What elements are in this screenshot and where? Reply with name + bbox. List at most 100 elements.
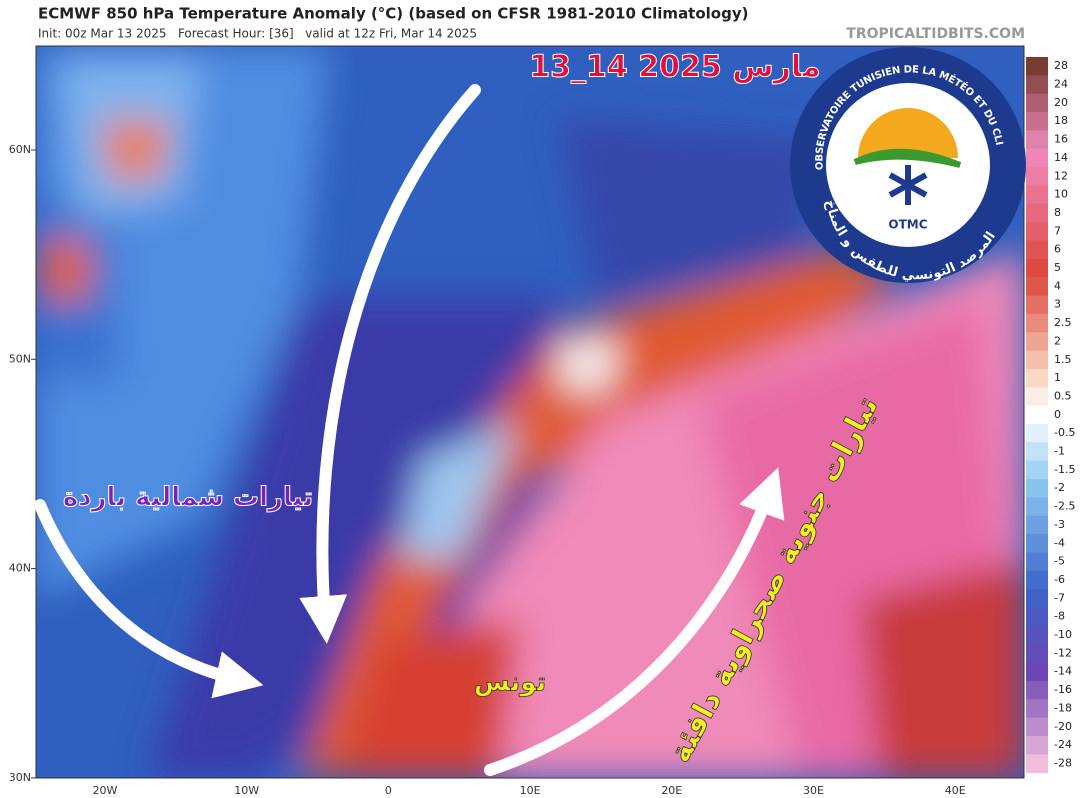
lon-label: 20E	[661, 784, 682, 797]
colorbar: 28 24 20 18 16 14 12 10 8 7 6 5 4 3 2.5 2 1.5 1 0.5 0 -0.5 -1…	[1026, 57, 1075, 774]
colorbar-label: -0.5	[1054, 426, 1075, 439]
colorbar-cell	[1026, 112, 1048, 131]
colorbar-label: -4	[1054, 536, 1065, 549]
colorbar-label: -10	[1054, 628, 1072, 641]
colorbar-cell	[1026, 589, 1048, 608]
colorbar-label: -2	[1054, 481, 1065, 494]
lon-label: 40E	[945, 784, 966, 797]
lon-label: 10E	[520, 784, 541, 797]
colorbar-label: 1.5	[1054, 353, 1072, 366]
source: TROPICALTIDBITS.COM	[846, 26, 1025, 42]
lat-label: 60N	[9, 143, 31, 156]
colorbar-cell	[1026, 479, 1048, 498]
colorbar-cell	[1026, 754, 1048, 774]
map-frame	[35, 45, 1025, 779]
colorbar-cell	[1026, 93, 1048, 113]
colorbar-cell	[1026, 607, 1048, 627]
subtitle: Init: 00z Mar 13 2025 Forecast Hour: [36…	[38, 27, 477, 41]
colorbar-cell	[1026, 295, 1048, 315]
colorbar-label: 2.5	[1054, 316, 1072, 329]
colorbar-cell	[1026, 368, 1048, 388]
colorbar-label: -20	[1054, 720, 1072, 733]
colorbar-cell	[1026, 699, 1048, 719]
colorbar-label: -5	[1054, 555, 1065, 568]
colorbar-cell	[1026, 313, 1048, 333]
logo-hill	[853, 148, 962, 168]
colorbar-cell	[1026, 552, 1048, 572]
colorbar-cell	[1026, 680, 1048, 700]
colorbar-label: 6	[1054, 243, 1061, 256]
colorbar-cell	[1026, 405, 1048, 425]
colorbar-label: -2.5	[1054, 500, 1075, 513]
colorbar-cell	[1026, 424, 1048, 443]
tunisia-annotation: تونس	[474, 668, 547, 698]
colorbar-label: 5	[1054, 261, 1061, 274]
colorbar-cell	[1026, 515, 1048, 535]
colorbar-label: -16	[1054, 683, 1072, 696]
colorbar-label: 4	[1054, 279, 1061, 292]
colorbar-label: -28	[1054, 756, 1072, 769]
colorbar-label: 20	[1054, 96, 1068, 109]
colorbar-cell	[1026, 497, 1048, 517]
colorbar-cell	[1026, 350, 1048, 370]
lat-label: 50N	[9, 352, 31, 365]
colorbar-cell	[1026, 57, 1048, 76]
colorbar-cell	[1026, 222, 1048, 241]
colorbar-cell	[1026, 442, 1048, 462]
colorbar-label: 0	[1054, 408, 1061, 421]
colorbar-label: -7	[1054, 591, 1065, 604]
lon-label: 30E	[803, 784, 824, 797]
colorbar-label: -3	[1054, 518, 1065, 531]
cold-arrow	[299, 84, 481, 644]
colorbar-label: 1	[1054, 371, 1061, 384]
lon-labels: 20W 10W 0 10E 20E 30E 40E	[93, 784, 966, 797]
colorbar-cell	[1026, 130, 1048, 150]
colorbar-label: 14	[1054, 151, 1068, 164]
arrows	[34, 84, 785, 776]
colorbar-cell	[1026, 534, 1048, 553]
colorbar-cell	[1026, 460, 1048, 480]
colorbar-cell	[1026, 644, 1048, 664]
colorbar-cell	[1026, 662, 1048, 682]
colorbar-label: 12	[1054, 169, 1068, 182]
colorbar-label: 16	[1054, 133, 1068, 146]
colorbar-label: 2	[1054, 334, 1061, 347]
colorbar-cell	[1026, 75, 1048, 95]
logo-snowflake	[888, 165, 928, 205]
colorbar-cell	[1026, 625, 1048, 645]
warm-arrow	[484, 467, 785, 776]
colorbar-label: -12	[1054, 646, 1072, 659]
colorbar-label: -6	[1054, 573, 1065, 586]
colorbar-label: 8	[1054, 206, 1061, 219]
colorbar-cell	[1026, 735, 1048, 755]
colorbar-cell	[1026, 277, 1048, 297]
cold-arrow	[34, 499, 264, 699]
colorbar-label: 0.5	[1054, 389, 1072, 402]
colorbar-cell	[1026, 148, 1048, 168]
colorbar-cell	[1026, 167, 1048, 186]
colorbar-cell	[1026, 717, 1048, 737]
colorbar-label: 18	[1054, 114, 1068, 127]
colorbar-label: 7	[1054, 224, 1061, 237]
lon-label: 20W	[93, 784, 118, 797]
colorbar-label: 24	[1054, 78, 1068, 91]
colorbar-label: 3	[1054, 298, 1061, 311]
lat-label: 40N	[9, 562, 31, 575]
colorbar-label: 28	[1054, 59, 1068, 72]
colorbar-label: -8	[1054, 610, 1065, 623]
lon-label: 0	[385, 784, 392, 797]
colorbar-label: -1	[1054, 445, 1065, 458]
lon-label: 10W	[234, 784, 259, 797]
colorbar-cell	[1026, 570, 1048, 590]
lat-labels: 60N 50N 40N 30N	[9, 143, 36, 784]
colorbar-label: -18	[1054, 701, 1072, 714]
colorbar-label: -24	[1054, 738, 1072, 751]
logo-abbr: OTMC	[888, 218, 927, 232]
colorbar-cell	[1026, 258, 1048, 278]
colorbar-label: -1.5	[1054, 463, 1075, 476]
colorbar-label: 10	[1054, 188, 1068, 201]
colorbar-cell	[1026, 332, 1048, 352]
colorbar-cell	[1026, 240, 1048, 260]
colorbar-cell	[1026, 185, 1048, 205]
